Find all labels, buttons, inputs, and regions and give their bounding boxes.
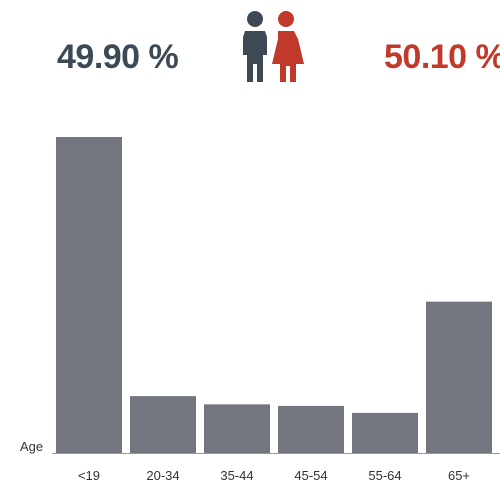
bar-35-44 — [204, 404, 270, 453]
x-tick-label: 55-64 — [368, 468, 401, 483]
x-tick-labels: <19 20-34 35-44 45-54 55-64 65+ — [78, 468, 470, 483]
bar-45-54 — [278, 405, 344, 453]
x-tick-label: 65+ — [448, 468, 470, 483]
x-tick-label: 20-34 — [146, 468, 179, 483]
bar-20-34 — [130, 396, 196, 453]
female-percent: 50.10 % — [384, 38, 500, 76]
y-axis-label: Age — [20, 439, 43, 454]
male-percent: 49.90 % — [57, 38, 179, 76]
x-tick-label: 45-54 — [294, 468, 327, 483]
x-tick-label: 35-44 — [220, 468, 253, 483]
bars — [56, 137, 492, 453]
male-icon — [243, 11, 267, 82]
x-tick-label: <19 — [78, 468, 100, 483]
gender-split: 49.90 % 50.10 % — [0, 0, 500, 110]
male-female-icon — [243, 11, 304, 82]
bar-55-64 — [352, 412, 418, 453]
bar-65+ — [426, 301, 492, 453]
age-bar-chart: Age <19 20-34 35-44 45-54 55-64 65+ — [20, 137, 500, 483]
female-icon — [272, 11, 304, 82]
bar-<19 — [56, 137, 122, 453]
